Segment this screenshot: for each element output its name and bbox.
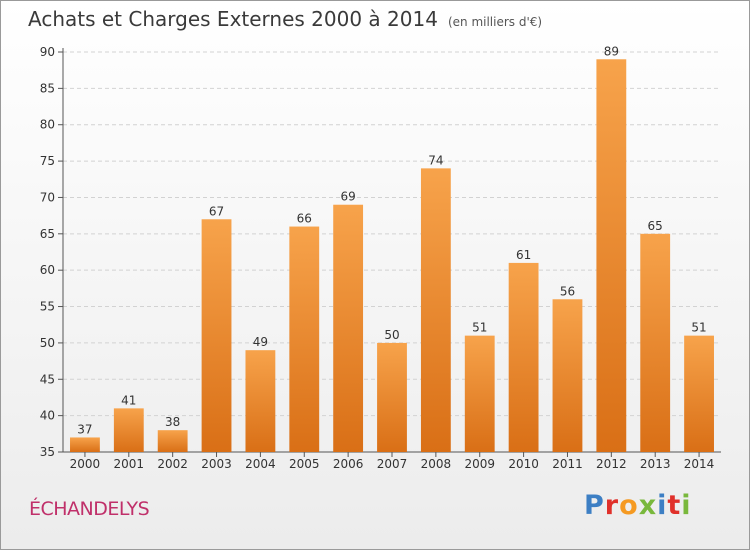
x-tick-label-2002: 2002 bbox=[157, 457, 188, 471]
data-label-2011: 56 bbox=[560, 284, 575, 298]
y-tick-label: 90 bbox=[40, 45, 55, 59]
logo-letter: o bbox=[619, 490, 639, 521]
y-tick-label: 65 bbox=[40, 227, 55, 241]
bar-2009 bbox=[464, 335, 495, 452]
bar-2005 bbox=[289, 226, 320, 452]
logo-letter: t bbox=[667, 490, 682, 521]
x-tick-label-2010: 2010 bbox=[508, 457, 539, 471]
commune-name: ÉCHANDELYS bbox=[29, 498, 150, 520]
logo-letter: i bbox=[657, 490, 668, 521]
data-label-2007: 50 bbox=[384, 328, 399, 342]
y-tick-label: 40 bbox=[40, 409, 55, 423]
logo-letter: P bbox=[584, 490, 605, 521]
data-label-2010: 61 bbox=[516, 248, 531, 262]
bar-2004 bbox=[245, 350, 276, 452]
bar-2008 bbox=[420, 168, 451, 452]
bar-2000 bbox=[70, 437, 100, 452]
x-tick-label-2007: 2007 bbox=[377, 457, 408, 471]
logo-letter: i bbox=[681, 490, 692, 521]
data-label-2014: 51 bbox=[691, 321, 706, 335]
data-label-2004: 49 bbox=[253, 335, 268, 349]
data-label-2003: 67 bbox=[209, 204, 224, 218]
axes: 35 40 45 50 55 60 65 70 75 80 85 90 2000 2001 2002 2003… bbox=[40, 45, 721, 471]
x-tick-label-2000: 2000 bbox=[70, 457, 101, 471]
bar-2014 bbox=[684, 335, 714, 452]
x-tick-label-2004: 2004 bbox=[245, 457, 276, 471]
logo-letter: r bbox=[604, 490, 620, 521]
data-label-2012: 89 bbox=[604, 44, 619, 58]
y-tick-label: 35 bbox=[40, 445, 55, 459]
y-tick-label: 75 bbox=[40, 154, 55, 168]
chart-title: Achats et Charges Externes 2000 à 2014 (e… bbox=[28, 7, 542, 31]
x-tick-label-2003: 2003 bbox=[201, 457, 232, 471]
y-tick-label: 60 bbox=[40, 263, 55, 277]
bar-2012 bbox=[596, 59, 627, 452]
y-tick-label: 55 bbox=[40, 300, 55, 314]
y-tick-label: 70 bbox=[40, 190, 55, 204]
x-tick-label-2009: 2009 bbox=[464, 457, 495, 471]
bars bbox=[70, 59, 714, 452]
x-tick-label-2013: 2013 bbox=[640, 457, 671, 471]
proxiti-logo: Proxiti bbox=[584, 490, 692, 521]
x-tick-label-2008: 2008 bbox=[421, 457, 452, 471]
data-label-2006: 69 bbox=[340, 190, 355, 204]
bar-2003 bbox=[201, 219, 232, 452]
data-label-2009: 51 bbox=[472, 321, 487, 335]
data-label-2001: 41 bbox=[121, 393, 136, 407]
y-tick-label: 80 bbox=[40, 118, 55, 132]
chart-unit: (en milliers d'€) bbox=[447, 15, 543, 29]
logo-letter: x bbox=[638, 490, 658, 521]
bar-2002 bbox=[157, 430, 188, 452]
x-tick-label-2012: 2012 bbox=[596, 457, 627, 471]
y-tick-label: 45 bbox=[40, 372, 55, 386]
x-tick-label-2005: 2005 bbox=[289, 457, 320, 471]
bar-2013 bbox=[640, 233, 671, 452]
bar-2006 bbox=[333, 204, 364, 452]
y-tick-label: 50 bbox=[40, 336, 55, 350]
bar-2010 bbox=[508, 262, 539, 452]
x-tick-label-2001: 2001 bbox=[114, 457, 145, 471]
x-tick-label-2006: 2006 bbox=[333, 457, 364, 471]
data-label-2002: 38 bbox=[165, 415, 180, 429]
x-tick-label-2011: 2011 bbox=[552, 457, 583, 471]
data-label-2000: 37 bbox=[77, 422, 92, 436]
bar-2007 bbox=[377, 342, 407, 452]
data-label-2008: 74 bbox=[428, 153, 443, 167]
bar-2001 bbox=[113, 408, 144, 452]
data-labels: 37 41 38 67 49 66 69 50 74 51 61 56 89 65 51 bbox=[77, 44, 706, 436]
x-tick-label-2014: 2014 bbox=[684, 457, 715, 471]
data-label-2013: 65 bbox=[648, 219, 663, 233]
data-label-2005: 66 bbox=[297, 212, 312, 226]
bar-2011 bbox=[552, 299, 583, 452]
chart-title-text: Achats et Charges Externes 2000 à 2014 bbox=[28, 7, 438, 31]
y-tick-label: 85 bbox=[40, 81, 55, 95]
